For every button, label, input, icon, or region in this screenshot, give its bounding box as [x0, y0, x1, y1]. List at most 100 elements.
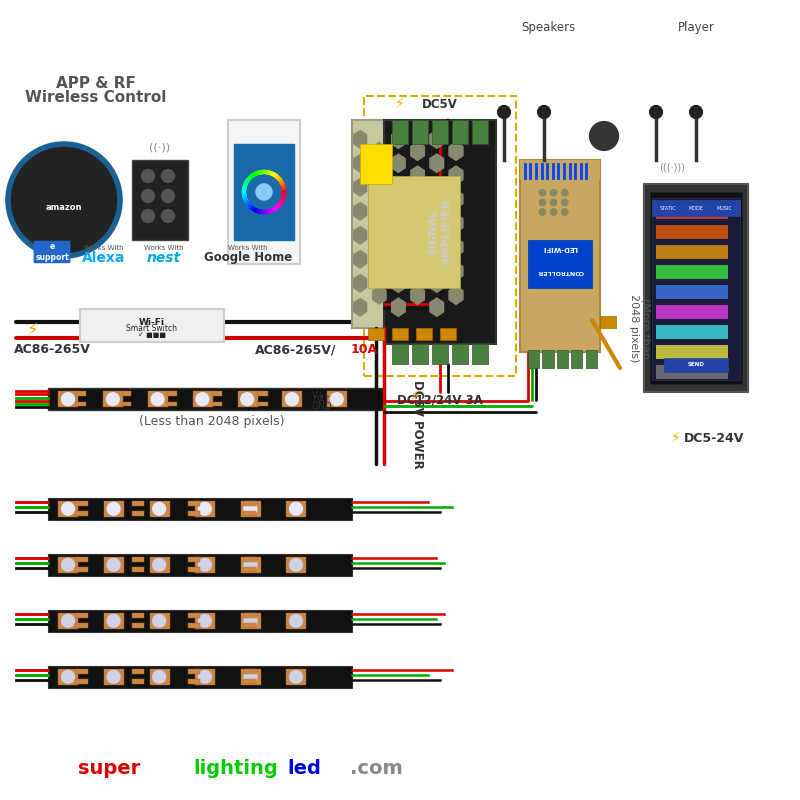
- Circle shape: [550, 190, 557, 196]
- Text: ⚡: ⚡: [26, 321, 38, 338]
- FancyBboxPatch shape: [384, 120, 496, 344]
- FancyBboxPatch shape: [228, 120, 300, 264]
- FancyBboxPatch shape: [368, 176, 460, 288]
- FancyBboxPatch shape: [188, 501, 200, 506]
- Text: super: super: [78, 758, 140, 778]
- Circle shape: [290, 558, 302, 571]
- Circle shape: [106, 393, 119, 406]
- Circle shape: [562, 190, 568, 196]
- Polygon shape: [449, 166, 463, 185]
- FancyBboxPatch shape: [244, 669, 256, 674]
- Bar: [656, 345, 728, 359]
- FancyBboxPatch shape: [58, 501, 78, 517]
- FancyBboxPatch shape: [193, 391, 213, 407]
- FancyBboxPatch shape: [58, 613, 78, 629]
- Text: LED-WIFI: LED-WIFI: [542, 245, 578, 251]
- Circle shape: [256, 184, 272, 200]
- Polygon shape: [391, 274, 406, 293]
- Circle shape: [107, 614, 120, 627]
- FancyBboxPatch shape: [241, 613, 261, 629]
- Text: ⚡: ⚡: [411, 389, 421, 403]
- Text: Wi-Fi: Wi-Fi: [139, 318, 165, 327]
- FancyBboxPatch shape: [557, 350, 568, 368]
- Polygon shape: [449, 262, 463, 281]
- FancyBboxPatch shape: [58, 391, 78, 407]
- Polygon shape: [410, 142, 425, 161]
- FancyBboxPatch shape: [104, 669, 124, 685]
- FancyBboxPatch shape: [76, 623, 88, 628]
- Polygon shape: [372, 238, 386, 257]
- FancyBboxPatch shape: [392, 344, 408, 364]
- FancyBboxPatch shape: [600, 316, 616, 328]
- Text: DC5V POWER: DC5V POWER: [411, 380, 424, 468]
- FancyBboxPatch shape: [244, 623, 256, 628]
- Polygon shape: [410, 238, 425, 257]
- FancyBboxPatch shape: [352, 120, 476, 328]
- FancyBboxPatch shape: [360, 144, 392, 184]
- FancyBboxPatch shape: [571, 350, 582, 368]
- FancyBboxPatch shape: [238, 391, 258, 407]
- FancyBboxPatch shape: [76, 669, 88, 674]
- Circle shape: [244, 502, 257, 515]
- Polygon shape: [372, 214, 386, 233]
- Polygon shape: [372, 286, 386, 305]
- FancyBboxPatch shape: [327, 391, 347, 407]
- FancyBboxPatch shape: [472, 344, 488, 364]
- Circle shape: [244, 558, 257, 571]
- FancyBboxPatch shape: [76, 557, 88, 562]
- FancyBboxPatch shape: [132, 501, 144, 506]
- FancyBboxPatch shape: [76, 567, 88, 572]
- FancyBboxPatch shape: [652, 200, 740, 216]
- Circle shape: [244, 670, 257, 683]
- FancyBboxPatch shape: [188, 557, 200, 562]
- FancyBboxPatch shape: [234, 144, 294, 240]
- Circle shape: [8, 144, 120, 256]
- FancyBboxPatch shape: [104, 613, 124, 629]
- Bar: [656, 305, 728, 319]
- Circle shape: [539, 209, 546, 215]
- Circle shape: [162, 190, 174, 202]
- FancyBboxPatch shape: [392, 328, 408, 340]
- FancyBboxPatch shape: [195, 501, 215, 517]
- Circle shape: [62, 614, 74, 627]
- Polygon shape: [353, 298, 367, 317]
- Text: DC12/24V 3A: DC12/24V 3A: [397, 394, 483, 406]
- Text: ⚡: ⚡: [395, 97, 405, 111]
- Polygon shape: [430, 274, 444, 293]
- FancyBboxPatch shape: [412, 344, 428, 364]
- FancyBboxPatch shape: [150, 501, 170, 517]
- Bar: [656, 265, 728, 279]
- FancyBboxPatch shape: [244, 557, 256, 562]
- Text: Google Home: Google Home: [204, 251, 292, 264]
- Circle shape: [162, 210, 174, 222]
- Circle shape: [162, 170, 174, 182]
- Circle shape: [62, 558, 74, 571]
- FancyBboxPatch shape: [282, 391, 302, 407]
- Polygon shape: [372, 142, 386, 161]
- Circle shape: [198, 670, 211, 683]
- FancyBboxPatch shape: [195, 669, 215, 685]
- Text: Player: Player: [678, 22, 714, 34]
- FancyBboxPatch shape: [542, 350, 554, 368]
- FancyBboxPatch shape: [76, 679, 88, 684]
- Text: e
support: e support: [35, 242, 69, 262]
- FancyBboxPatch shape: [104, 557, 124, 573]
- Polygon shape: [410, 286, 425, 305]
- FancyBboxPatch shape: [188, 567, 200, 572]
- Circle shape: [290, 670, 302, 683]
- FancyBboxPatch shape: [103, 391, 123, 407]
- FancyBboxPatch shape: [432, 120, 448, 144]
- FancyBboxPatch shape: [76, 402, 86, 406]
- Polygon shape: [410, 262, 425, 281]
- Circle shape: [107, 558, 120, 571]
- FancyBboxPatch shape: [368, 328, 384, 340]
- FancyBboxPatch shape: [528, 240, 592, 288]
- Text: 10A: 10A: [350, 343, 378, 356]
- Text: DAT: DAT: [312, 396, 330, 406]
- Polygon shape: [353, 130, 367, 149]
- Text: Works With: Works With: [144, 245, 184, 251]
- FancyBboxPatch shape: [150, 669, 170, 685]
- Polygon shape: [391, 202, 406, 221]
- FancyBboxPatch shape: [520, 160, 600, 352]
- FancyBboxPatch shape: [432, 344, 448, 364]
